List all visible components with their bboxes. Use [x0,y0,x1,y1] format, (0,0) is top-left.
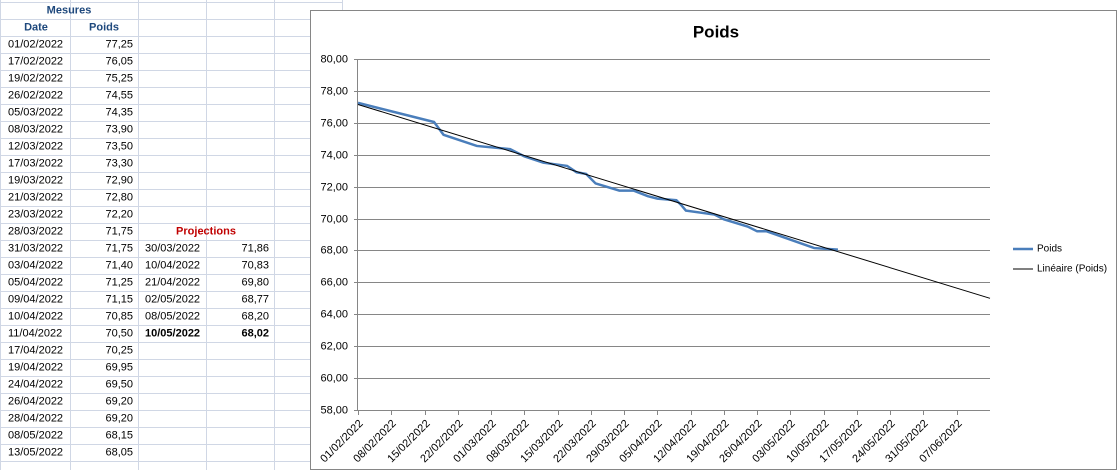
weight-cell: 71,15 [105,293,133,305]
weight-cell: 75,25 [105,72,133,84]
date-cell: 28/03/2022 [8,225,63,237]
date-cell: 17/02/2022 [8,55,63,67]
projection-date: 02/05/2022 [145,293,200,305]
y-tick-label: 78,00 [320,85,348,97]
projection-date: 10/04/2022 [145,259,200,271]
date-cell: 21/03/2022 [8,191,63,203]
projection-value: 69,80 [241,276,269,288]
y-tick-label: 74,00 [320,149,348,161]
weight-cell: 77,25 [105,38,133,50]
weight-cell: 73,50 [105,140,133,152]
date-cell: 09/04/2022 [8,293,63,305]
date-cell: 03/04/2022 [8,259,63,271]
y-tick-label: 68,00 [320,244,348,256]
date-cell: 26/04/2022 [8,395,63,407]
column-header: Date [24,21,48,33]
projection-value: 68,77 [241,293,269,305]
date-cell: 26/02/2022 [8,89,63,101]
y-tick-label: 62,00 [320,340,348,352]
projection-date: 08/05/2022 [145,310,200,322]
weight-cell: 68,15 [105,429,133,441]
sheet-title: Mesures [47,4,92,16]
date-cell: 19/02/2022 [8,72,63,84]
date-cell: 17/03/2022 [8,157,63,169]
projection-value: 68,02 [241,327,269,339]
weight-cell: 69,50 [105,378,133,390]
date-cell: 31/03/2022 [8,242,63,254]
column-header: Poids [89,21,119,33]
date-cell: 24/04/2022 [8,378,63,390]
date-cell: 12/03/2022 [8,140,63,152]
date-cell: 11/04/2022 [8,327,62,339]
weight-cell: 69,20 [105,395,133,407]
weight-cell: 73,90 [105,123,133,135]
date-cell: 13/05/2022 [8,446,63,458]
y-tick-label: 80,00 [320,53,348,65]
weight-cell: 74,55 [105,89,133,101]
date-cell: 17/04/2022 [8,344,63,356]
weight-cell: 71,25 [105,276,133,288]
weight-cell: 71,75 [105,242,133,254]
date-cell: 19/03/2022 [8,174,63,186]
date-cell: 10/04/2022 [8,310,63,322]
projection-date: 21/04/2022 [145,276,200,288]
legend-label: Linéaire (Poids) [1037,264,1107,275]
weight-cell: 70,50 [105,327,133,339]
weight-cell: 72,20 [105,208,133,220]
weight-cell: 71,75 [105,225,133,237]
weight-cell: 68,05 [105,446,133,458]
weight-cell: 70,85 [105,310,133,322]
projection-date: 10/05/2022 [145,327,200,339]
date-cell: 23/03/2022 [8,208,63,220]
chart-frame [310,10,1117,470]
series-line [357,101,839,251]
weight-cell: 74,35 [105,106,133,118]
date-cell: 01/02/2022 [8,38,63,50]
date-cell: 05/04/2022 [8,276,63,288]
date-cell: 08/03/2022 [8,123,63,135]
y-tick-label: 60,00 [320,372,348,384]
y-tick-label: 72,00 [320,181,348,193]
weight-cell: 70,25 [105,344,133,356]
spreadsheet: Mesures Date Poids 01/02/2022 77,25 17/02/202… [0,0,343,470]
weight-cell: 73,30 [105,157,133,169]
legend-label: Poids [1037,244,1062,255]
date-cell: 08/05/2022 [8,429,63,441]
chart-title: Poids [693,22,739,41]
projections-title: Projections [176,225,236,237]
weight-cell: 69,20 [105,412,133,424]
projection-value: 71,86 [241,242,269,254]
date-cell: 19/04/2022 [8,361,63,373]
date-cell: 05/03/2022 [8,106,63,118]
date-cell: 28/04/2022 [8,412,63,424]
y-tick-label: 70,00 [320,213,348,225]
weight-cell: 71,40 [105,259,133,271]
projection-date: 30/03/2022 [145,242,200,254]
y-tick-label: 76,00 [320,117,348,129]
y-tick-label: 64,00 [320,308,348,320]
weight-cell: 69,95 [105,361,133,373]
weight-cell: 72,90 [105,174,133,186]
y-tick-label: 58,00 [320,404,348,416]
trend-line [357,103,991,299]
projection-value: 68,20 [241,310,269,322]
projection-value: 70,83 [241,259,269,271]
weight-cell: 72,80 [105,191,133,203]
weight-cell: 76,05 [105,55,133,67]
y-tick-label: 66,00 [320,276,348,288]
